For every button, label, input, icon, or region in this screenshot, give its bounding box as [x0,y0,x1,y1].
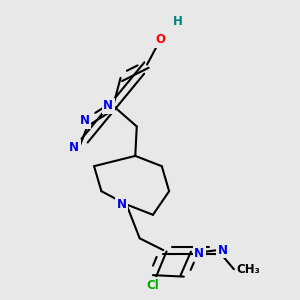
Text: N: N [69,141,79,154]
Text: N: N [103,99,113,112]
Text: Cl: Cl [147,279,159,292]
Text: N: N [80,114,90,127]
Text: H: H [173,15,182,28]
Text: O: O [155,33,165,46]
Text: N: N [194,247,204,260]
Text: N: N [218,244,228,256]
Text: CH₃: CH₃ [236,263,260,276]
Text: H: H [173,15,182,28]
Text: N: N [116,198,126,211]
